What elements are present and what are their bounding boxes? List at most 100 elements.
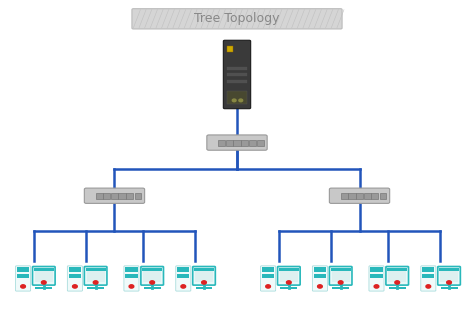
Bar — [332, 287, 349, 289]
Circle shape — [374, 285, 379, 288]
Bar — [227, 91, 247, 105]
Circle shape — [150, 281, 155, 284]
Bar — [370, 274, 383, 278]
FancyBboxPatch shape — [67, 266, 82, 291]
Bar — [177, 274, 190, 278]
Text: Tree Topology: Tree Topology — [194, 12, 280, 25]
Circle shape — [232, 99, 236, 102]
Circle shape — [286, 281, 291, 284]
Circle shape — [266, 285, 271, 288]
FancyBboxPatch shape — [96, 193, 103, 199]
Bar — [87, 270, 105, 282]
Bar — [227, 80, 247, 83]
Circle shape — [201, 281, 206, 284]
Bar — [262, 274, 274, 278]
Bar — [387, 268, 407, 271]
FancyBboxPatch shape — [380, 193, 386, 199]
FancyBboxPatch shape — [223, 40, 251, 109]
FancyBboxPatch shape — [111, 193, 118, 199]
Circle shape — [93, 281, 98, 284]
FancyBboxPatch shape — [369, 266, 384, 291]
FancyBboxPatch shape — [386, 267, 409, 285]
FancyBboxPatch shape — [341, 193, 348, 199]
FancyBboxPatch shape — [207, 135, 267, 150]
Bar — [196, 287, 212, 289]
FancyBboxPatch shape — [329, 267, 352, 285]
Bar — [422, 267, 435, 272]
Circle shape — [338, 281, 343, 284]
FancyBboxPatch shape — [118, 193, 126, 199]
Circle shape — [73, 285, 77, 288]
FancyBboxPatch shape — [176, 266, 191, 291]
Bar — [125, 267, 137, 272]
Bar — [262, 267, 274, 272]
Bar — [389, 287, 406, 289]
Bar — [69, 267, 81, 272]
Bar — [144, 287, 161, 289]
FancyBboxPatch shape — [241, 140, 248, 146]
Circle shape — [318, 285, 322, 288]
FancyBboxPatch shape — [16, 266, 31, 291]
Bar — [17, 267, 29, 272]
FancyBboxPatch shape — [364, 193, 371, 199]
FancyBboxPatch shape — [103, 193, 110, 199]
Bar — [125, 274, 137, 278]
FancyBboxPatch shape — [219, 140, 226, 146]
Bar — [227, 67, 247, 70]
Bar — [314, 274, 326, 278]
Bar — [69, 274, 81, 278]
FancyBboxPatch shape — [329, 188, 390, 203]
FancyBboxPatch shape — [356, 193, 363, 199]
Bar — [388, 270, 406, 282]
Circle shape — [21, 285, 26, 288]
Bar — [35, 270, 53, 282]
Bar — [177, 267, 190, 272]
FancyBboxPatch shape — [132, 9, 342, 29]
Circle shape — [41, 281, 46, 284]
Bar — [422, 274, 435, 278]
FancyBboxPatch shape — [126, 193, 133, 199]
FancyBboxPatch shape — [33, 267, 55, 285]
Bar — [331, 268, 351, 271]
Bar — [440, 270, 458, 282]
Bar — [280, 270, 298, 282]
Bar — [227, 46, 233, 52]
FancyBboxPatch shape — [312, 266, 328, 291]
Bar — [34, 268, 54, 271]
FancyBboxPatch shape — [277, 267, 300, 285]
Bar — [439, 268, 459, 271]
Circle shape — [129, 285, 134, 288]
Bar — [142, 268, 162, 271]
Circle shape — [395, 281, 400, 284]
Bar — [227, 73, 247, 76]
FancyBboxPatch shape — [84, 267, 107, 285]
Bar — [280, 287, 297, 289]
FancyBboxPatch shape — [226, 140, 233, 146]
Bar — [87, 287, 104, 289]
FancyBboxPatch shape — [234, 140, 240, 146]
Circle shape — [181, 285, 186, 288]
Circle shape — [239, 99, 243, 102]
FancyBboxPatch shape — [438, 267, 460, 285]
Bar — [194, 268, 214, 271]
FancyBboxPatch shape — [261, 266, 276, 291]
FancyBboxPatch shape — [141, 267, 164, 285]
FancyBboxPatch shape — [248, 140, 255, 146]
FancyBboxPatch shape — [421, 266, 436, 291]
Bar — [143, 270, 161, 282]
Bar — [279, 268, 299, 271]
Bar — [36, 287, 52, 289]
Bar — [17, 274, 29, 278]
FancyBboxPatch shape — [193, 267, 215, 285]
FancyBboxPatch shape — [135, 193, 141, 199]
Bar — [440, 287, 457, 289]
FancyBboxPatch shape — [257, 140, 264, 146]
FancyBboxPatch shape — [124, 266, 139, 291]
Bar — [86, 268, 106, 271]
Circle shape — [426, 285, 431, 288]
Bar — [370, 267, 383, 272]
FancyBboxPatch shape — [348, 193, 356, 199]
Bar — [332, 270, 350, 282]
Bar — [195, 270, 213, 282]
Circle shape — [447, 281, 451, 284]
